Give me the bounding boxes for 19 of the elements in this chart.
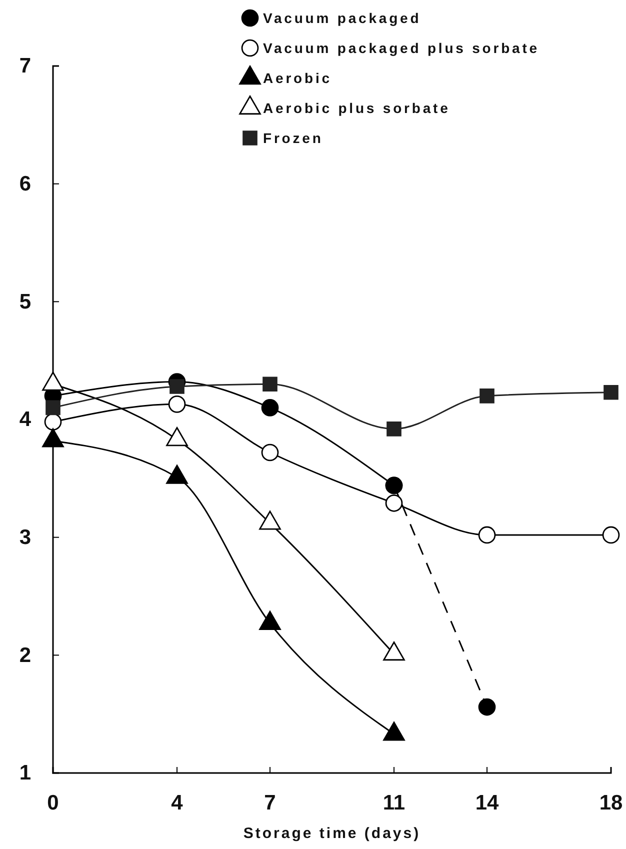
x-tick-label: 4 (171, 792, 184, 815)
x-axis-title: Storage time (days) (243, 825, 421, 842)
x-tick-label: 7 (264, 792, 276, 815)
x-tick-label: 14 (475, 792, 499, 815)
x-tick-label: 0 (47, 792, 59, 815)
y-tick-label: 5 (19, 290, 32, 314)
y-tick-label: 2 (19, 644, 32, 667)
legend-label: Aerobic plus sorbate (263, 100, 450, 116)
y-tick-label: 1 (19, 762, 32, 785)
y-tick-label: 6 (19, 172, 32, 196)
x-tick-label: 11 (382, 792, 406, 815)
y-tick-label: 4 (19, 408, 32, 432)
legend-label: Vacuum packaged plus sorbate (263, 40, 540, 56)
y-tick-label: 3 (19, 526, 32, 550)
x-tick-label: 18 (599, 792, 623, 815)
legend-label: Frozen (263, 130, 324, 146)
legend-label: Vacuum packaged (263, 10, 422, 26)
legend-label: Aerobic (263, 70, 332, 86)
y-tick-label: 7 (19, 54, 32, 78)
